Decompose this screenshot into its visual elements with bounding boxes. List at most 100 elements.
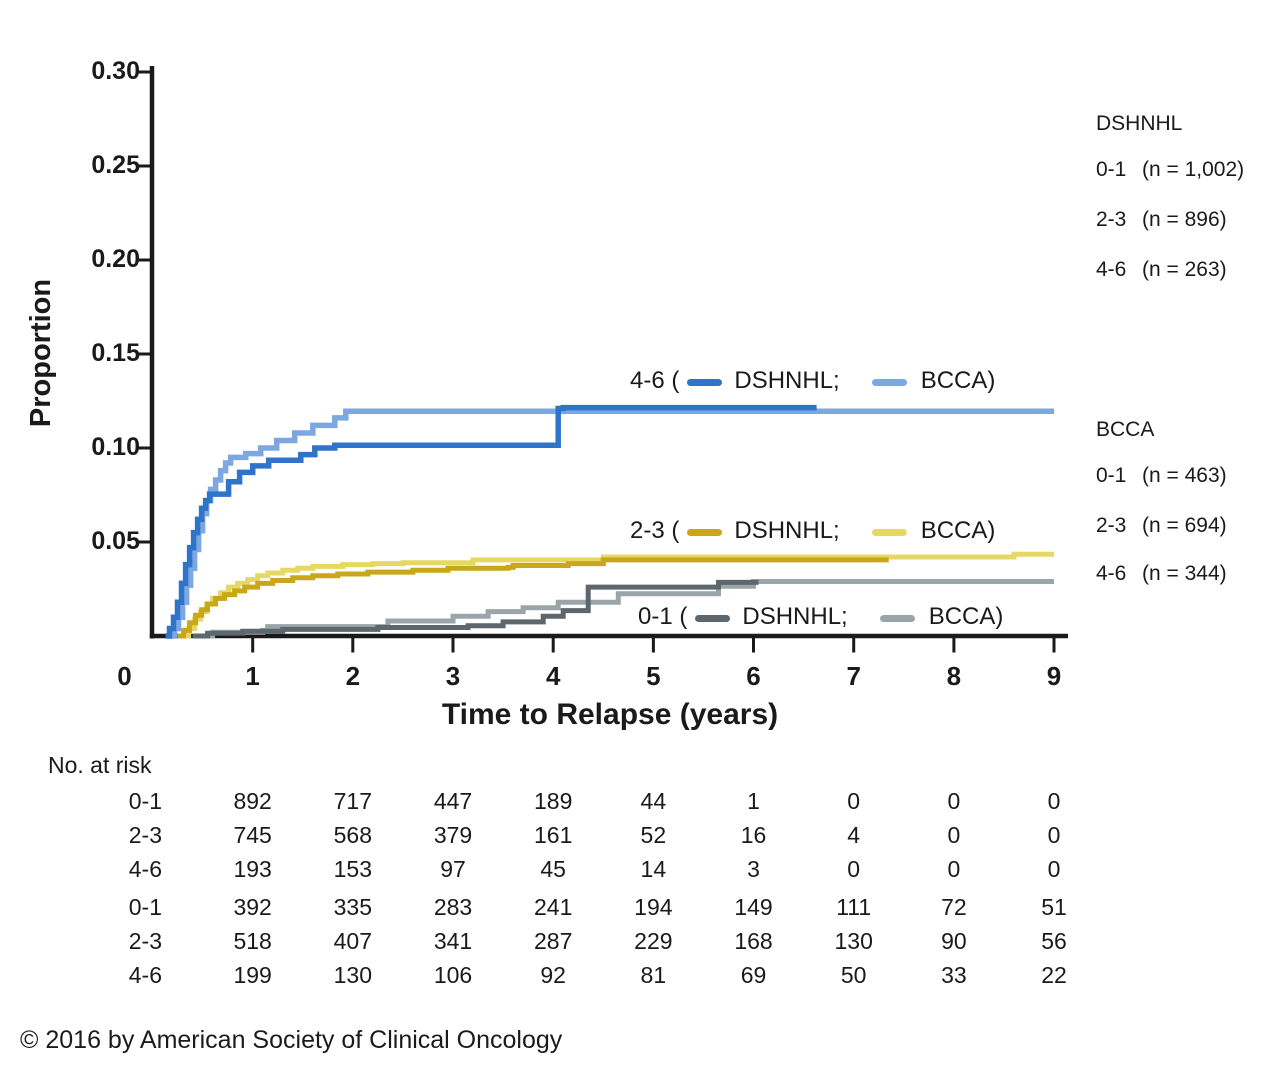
x-tick-label: 0 — [117, 661, 132, 691]
risk-value: 518 — [233, 928, 272, 954]
inline-legend-2-3: 2-3 ( DSHNHL; BCCA) — [630, 516, 995, 546]
risk-value: 0 — [1047, 856, 1061, 882]
risk-value: 0 — [947, 822, 961, 848]
curve-dshnhl-4-6 — [165, 404, 817, 639]
risk-row-label: 4-6 — [128, 856, 162, 882]
risk-value: 335 — [333, 894, 373, 920]
copyright-footer: © 2016 by American Society of Clinical O… — [20, 1026, 563, 1054]
risk-value: 149 — [734, 894, 773, 920]
risk-value: 106 — [433, 962, 473, 988]
risk-value: 90 — [941, 928, 967, 954]
risk-value: 568 — [333, 822, 373, 848]
inline-legend-dshnhl-label: DSHNHL; — [734, 367, 840, 394]
risk-value: 51 — [1041, 894, 1067, 920]
risk-value: 45 — [540, 856, 566, 882]
legend-entry-count: (n = 463) — [1142, 464, 1227, 487]
risk-value: 14 — [640, 856, 667, 882]
legend-entry-count: (n = 263) — [1142, 258, 1227, 281]
y-tick-label: 0.20 — [91, 245, 140, 273]
risk-value: 0 — [1047, 788, 1061, 814]
risk-value: 0 — [947, 788, 961, 814]
x-tick-label: 6 — [746, 661, 761, 691]
dshnhl-line-swatch-icon — [687, 529, 723, 536]
risk-value: 161 — [533, 822, 573, 848]
legend-entry-count: (n = 1,002) — [1142, 158, 1245, 181]
risk-row-label: 0-1 — [128, 788, 162, 814]
risk-value: 153 — [333, 856, 373, 882]
x-tick-label: 5 — [646, 661, 661, 691]
legend-group-header-bcca: BCCA — [1096, 418, 1155, 441]
x-tick-label: 2 — [345, 661, 361, 691]
risk-value: 50 — [840, 962, 867, 988]
risk-value: 892 — [233, 788, 272, 814]
risk-value: 745 — [233, 822, 272, 848]
risk-value: 72 — [941, 894, 967, 920]
risk-value: 283 — [433, 894, 473, 920]
risk-value: 241 — [533, 894, 573, 920]
legend-entry: 2-3 (n = 694) — [1096, 514, 1227, 538]
inline-legend-4-6: 4-6 (DSHNHL; BCCA) — [630, 366, 995, 396]
risk-value: 130 — [834, 928, 873, 954]
risk-value: 3 — [747, 856, 760, 882]
inline-legend-prefix: 0-1 ( — [638, 603, 688, 630]
risk-value: 189 — [533, 788, 573, 814]
y-axis-title: Proportion — [25, 278, 57, 428]
risk-value: 44 — [640, 788, 667, 814]
risk-row-label: 2-3 — [128, 928, 162, 954]
legend-entry-label: 4-6 — [1096, 562, 1127, 585]
legend-entry-count: (n = 344) — [1142, 562, 1227, 585]
x-tick-label: 8 — [946, 661, 962, 691]
legend-entry-count: (n = 694) — [1142, 514, 1227, 537]
inline-legend-bcca-label: BCCA) — [920, 517, 996, 544]
risk-value: 447 — [433, 788, 473, 814]
risk-value: 0 — [847, 788, 861, 814]
risk-value: 33 — [941, 962, 967, 988]
legend-group-header-dshnhl: DSHNHL — [1096, 112, 1183, 135]
bcca-line-swatch-icon — [871, 379, 907, 386]
curve-dshnhl-2-3 — [177, 557, 889, 639]
risk-value: 1 — [747, 788, 760, 814]
y-tick-label: 0.25 — [91, 151, 140, 179]
risk-value: 69 — [740, 962, 767, 988]
risk-row-label: 2-3 — [128, 822, 162, 848]
dshnhl-line-swatch-icon — [687, 379, 723, 386]
risk-value: 92 — [540, 962, 566, 988]
x-tick-label: 3 — [445, 661, 461, 691]
inline-legend-bcca-label: BCCA) — [920, 367, 996, 394]
risk-value: 97 — [440, 856, 466, 882]
risk-value: 392 — [233, 894, 272, 920]
bcca-line-swatch-icon — [871, 529, 907, 536]
risk-value: 0 — [847, 856, 861, 882]
y-tick-label: 0.05 — [91, 527, 140, 555]
inline-legend-prefix: 2-3 ( — [630, 517, 680, 544]
risk-row-label: 4-6 — [128, 962, 162, 988]
risk-value: 52 — [640, 822, 667, 848]
legend-entry: 0-1 (n = 463) — [1096, 464, 1227, 488]
risk-value: 56 — [1041, 928, 1067, 954]
legend-entry: 4-6 (n = 344) — [1096, 562, 1227, 586]
inline-legend-dshnhl-label: DSHNHL; — [742, 603, 848, 630]
y-tick-label: 0.10 — [91, 433, 140, 461]
x-tick-label: 1 — [245, 661, 260, 691]
risk-value: 407 — [333, 928, 373, 954]
curve-dshnhl-0-1 — [192, 579, 759, 639]
risk-row-label: 0-1 — [128, 894, 162, 920]
legend-entry-label: 0-1 — [1096, 158, 1127, 181]
legend-entry-label: 0-1 — [1096, 464, 1127, 487]
risk-value: 0 — [947, 856, 961, 882]
risk-value: 379 — [433, 822, 473, 848]
risk-value: 341 — [433, 928, 473, 954]
inline-legend-dshnhl-label: DSHNHL; — [734, 517, 840, 544]
risk-value: 22 — [1041, 962, 1067, 988]
inline-legend-0-1: 0-1 ( DSHNHL; BCCA) — [638, 602, 1003, 632]
risk-value: 16 — [740, 822, 767, 848]
risk-value: 130 — [333, 962, 373, 988]
legend-entry-label: 4-6 — [1096, 258, 1127, 281]
y-tick-label: 0.15 — [91, 339, 140, 367]
risk-value: 193 — [233, 856, 272, 882]
x-tick-label: 9 — [1046, 661, 1062, 691]
inline-legend-bcca-label: BCCA) — [928, 603, 1004, 630]
legend-entry: 4-6 (n = 263) — [1096, 258, 1227, 282]
